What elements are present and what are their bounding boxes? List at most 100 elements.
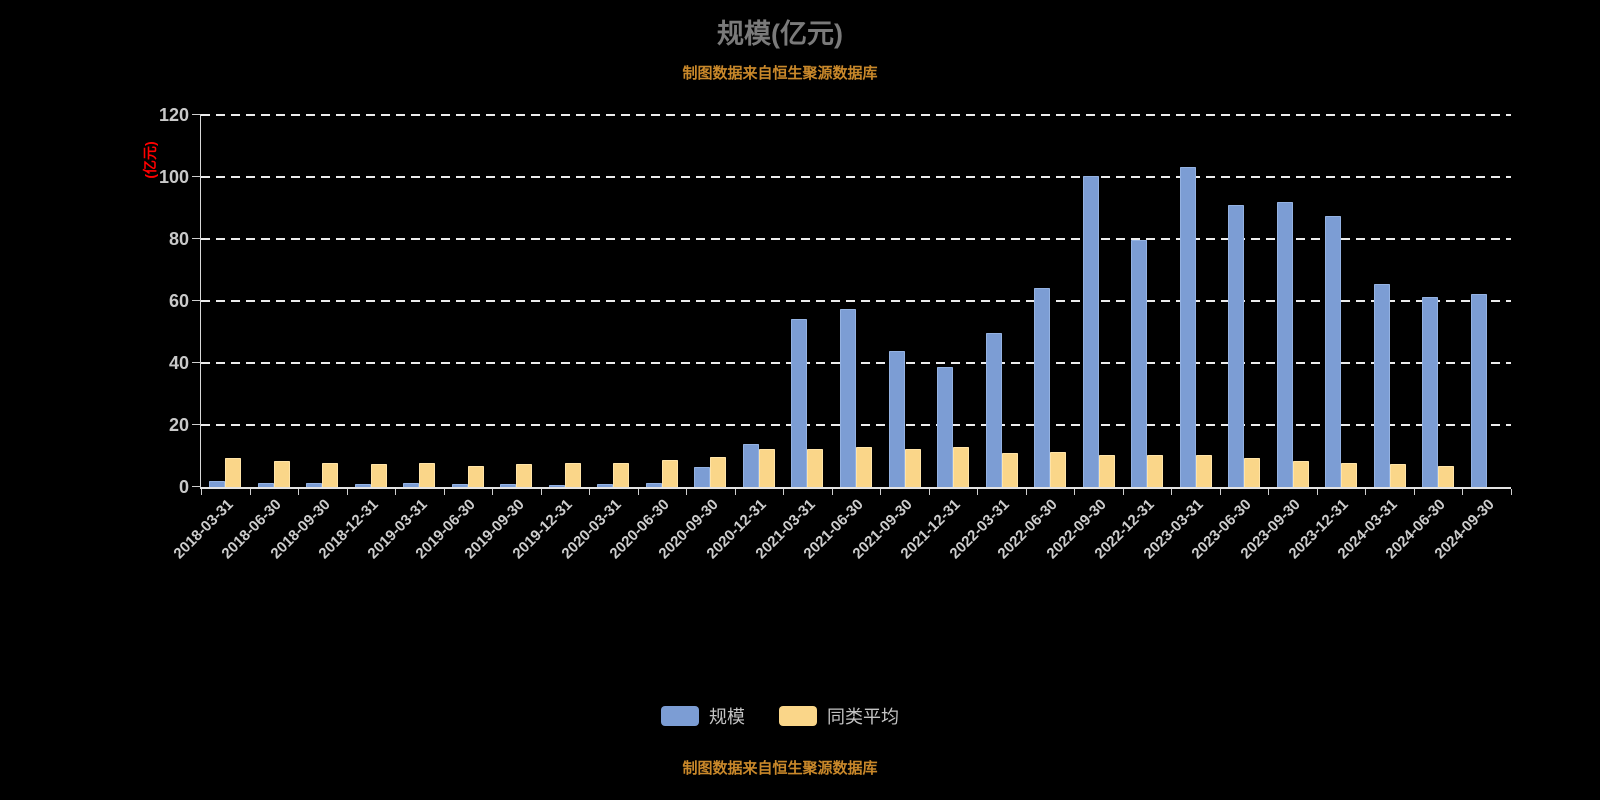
x-tick-mark [977,489,979,495]
bar-scale [1276,202,1293,487]
x-tick-mark [492,489,494,495]
bar-scale [451,484,468,487]
bar-scale [354,484,371,487]
bar-scale [500,484,517,487]
x-tick-mark [201,489,202,495]
bar-scale [645,483,662,487]
bar-scale [403,483,420,487]
x-tick-mark [928,489,930,495]
bar-average [613,463,630,487]
gridline [201,176,1511,178]
bar-scale [257,483,274,487]
source-note-bottom: 制图数据来自恒生聚源数据库 [682,760,878,777]
legend: 规模 同类平均 [0,703,1560,729]
bar-scale [840,309,856,487]
bar-scale [742,444,759,487]
bar-average [758,449,775,487]
bar-average [1001,453,1018,487]
bar-average [1098,455,1115,487]
bar-scale [1325,216,1342,487]
bar-average [1147,455,1164,487]
x-tick-mark [734,489,736,495]
gridline [201,114,1511,116]
legend-label-average: 同类平均 [827,707,899,727]
bar-scale [597,484,614,487]
x-tick-mark [637,489,639,495]
bar-average [419,463,436,487]
x-tick-mark [1171,489,1173,495]
y-tick-mark [192,114,201,115]
legend-swatch-scale [661,706,699,726]
bar-scale [306,483,323,487]
bar-scale [937,367,954,487]
bar-average [1244,458,1261,487]
bar-scale [209,481,226,487]
legend-swatch-average [779,706,817,726]
bar-scale [1034,288,1051,487]
chart-title: 规模(亿元) [717,19,843,49]
bar-average [1341,463,1358,487]
x-tick-mark [1462,489,1464,495]
x-tick-mark [1413,489,1415,495]
bar-average [661,460,678,487]
x-tick-mark [589,489,591,495]
bar-average [516,464,533,487]
bar-average [273,461,290,487]
bar-average [467,466,484,487]
plot-area: 0 20 40 60 80 100 120 [159,105,1512,497]
gridline [201,424,1511,426]
bar-average [1438,466,1455,487]
bar-average [1292,461,1309,487]
y-tick-label: 0 [178,477,189,497]
bar-average [225,458,242,487]
bar-scale [888,351,905,487]
bar-average [1195,455,1212,487]
bar-average [1050,452,1067,487]
bar-average [856,447,872,487]
bar-average [564,463,581,487]
bar-scale [1228,205,1245,487]
x-tick-mark [686,489,688,495]
bar-average [1389,464,1406,487]
source-note-top: 制图数据来自恒生聚源数据库 [682,65,878,82]
y-tick-mark [192,238,201,239]
bar-scale [1179,167,1196,487]
x-tick-mark [540,489,542,495]
x-tick-mark [1316,489,1318,495]
bar-average [953,447,970,487]
x-tick-mark [346,489,348,495]
x-tick-mark [249,489,251,495]
legend-item-scale[interactable]: 规模 [661,703,745,729]
x-tick-mark [298,489,300,495]
x-tick-mark [1511,489,1512,495]
x-axis-labels: 2018-03-31 2018-06-30 2018-09-30 2018-12-31… [169,496,1498,563]
bar-scale [985,333,1002,487]
bar-average [322,463,339,487]
x-tick-mark [1268,489,1270,495]
x-tick-mark [443,489,445,495]
x-tick-mark [783,489,785,495]
legend-item-average[interactable]: 同类平均 [779,703,899,729]
y-tick-mark [192,176,201,177]
bar-scale [1422,297,1439,487]
bar-scale [548,485,565,487]
x-tick-mark [1365,489,1367,495]
y-tick-label: 80 [168,229,189,249]
legend-label-scale: 规模 [709,707,745,727]
bar-average [807,449,824,487]
bar-scale [694,467,711,487]
y-tick-mark [192,424,201,425]
y-tick-label: 40 [168,353,189,373]
bar-scale [791,319,808,487]
bar-scale [1373,284,1390,487]
y-tick-mark [192,486,201,487]
x-tick-mark [1219,489,1221,495]
gridline [201,362,1511,364]
bar-scale [1131,240,1148,487]
y-tick-label: 100 [158,167,189,187]
bar-average [370,464,387,487]
y-tick-label: 60 [168,291,189,311]
x-tick-mark [880,489,882,495]
bar-scale [1082,176,1099,487]
